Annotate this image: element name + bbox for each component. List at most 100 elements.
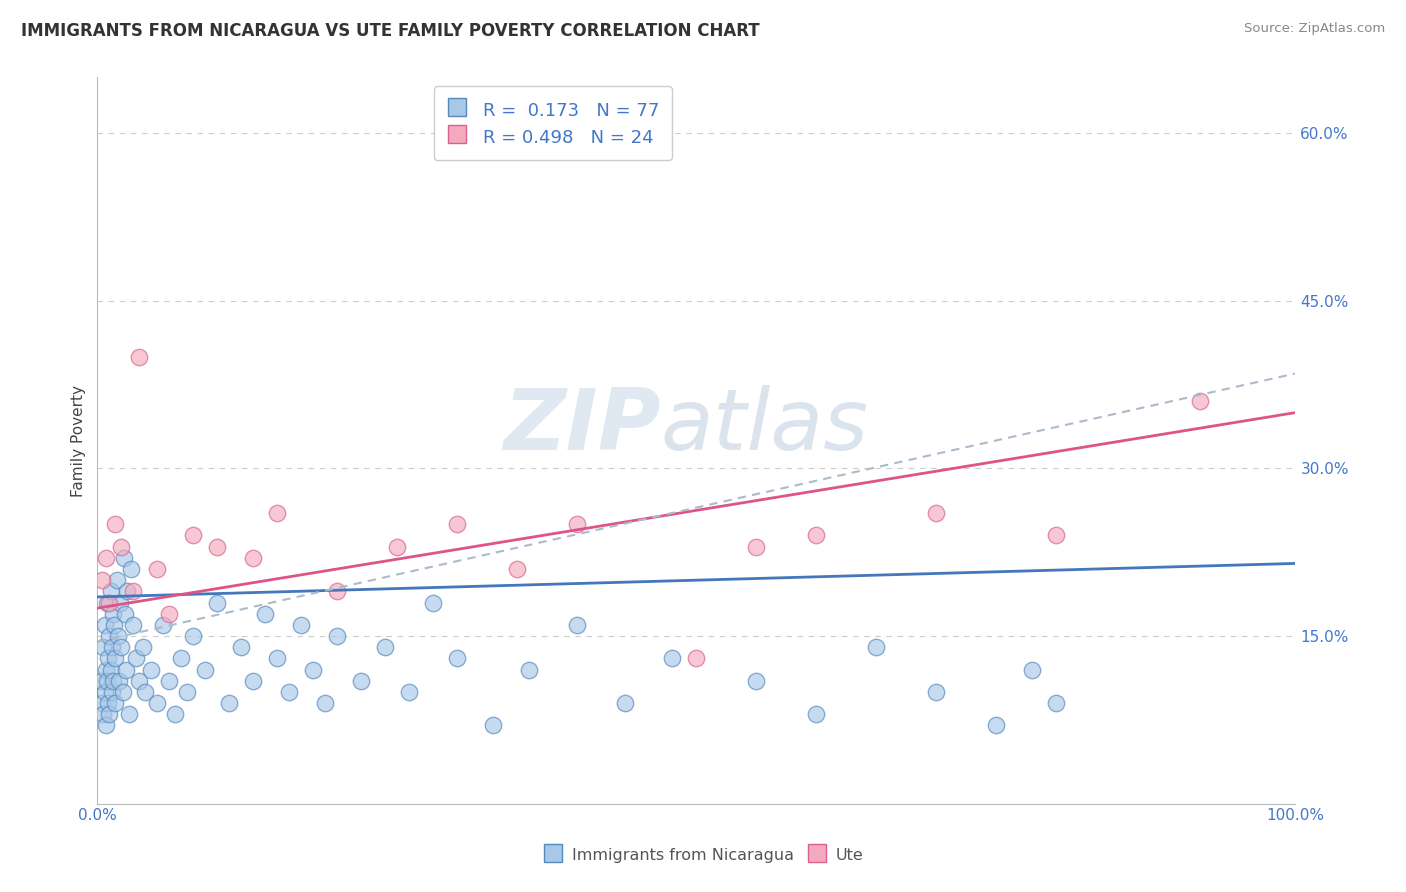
Point — [94, 718, 117, 732]
Point — [242, 673, 264, 688]
Point — [254, 607, 277, 621]
Text: atlas: atlas — [661, 384, 869, 467]
Point — [114, 607, 136, 621]
Text: IMMIGRANTS FROM NICARAGUA VS UTE FAMILY POVERTY CORRELATION CHART: IMMIGRANTS FROM NICARAGUA VS UTE FAMILY … — [21, 22, 759, 40]
Point — [745, 673, 768, 688]
Point — [374, 640, 396, 655]
Point — [101, 607, 124, 621]
Point — [100, 663, 122, 677]
Point — [661, 651, 683, 665]
Point — [925, 685, 948, 699]
Point — [865, 640, 887, 655]
Point — [385, 540, 408, 554]
Point — [91, 573, 114, 587]
Point — [194, 663, 217, 677]
Point — [481, 718, 503, 732]
Point — [122, 584, 145, 599]
Point — [104, 651, 127, 665]
Point — [90, 673, 112, 688]
Point — [170, 651, 193, 665]
Point — [134, 685, 156, 699]
Point — [93, 685, 115, 699]
Point — [97, 696, 120, 710]
Point — [685, 651, 707, 665]
Point — [132, 640, 155, 655]
Point — [103, 618, 125, 632]
Point — [176, 685, 198, 699]
Point — [120, 562, 142, 576]
Point — [505, 562, 527, 576]
Point — [157, 673, 180, 688]
Point — [229, 640, 252, 655]
Point — [117, 707, 139, 722]
Point — [205, 540, 228, 554]
Legend: R =  0.173   N = 77, R = 0.498   N = 24: R = 0.173 N = 77, R = 0.498 N = 24 — [433, 87, 672, 160]
Point — [117, 584, 139, 599]
Point — [141, 663, 163, 677]
Point — [157, 607, 180, 621]
Point — [100, 640, 122, 655]
Point — [110, 640, 132, 655]
Point — [242, 550, 264, 565]
Point — [925, 506, 948, 520]
Point — [96, 595, 118, 609]
Y-axis label: Family Poverty: Family Poverty — [72, 384, 86, 497]
Point — [806, 528, 828, 542]
Point — [1021, 663, 1043, 677]
Point — [100, 685, 122, 699]
Text: ZIP: ZIP — [503, 384, 661, 467]
Point — [98, 595, 121, 609]
Point — [115, 663, 138, 677]
Point — [112, 550, 135, 565]
Point — [93, 640, 115, 655]
Point — [110, 540, 132, 554]
Point — [613, 696, 636, 710]
Point — [446, 651, 468, 665]
Point — [146, 562, 169, 576]
Point — [101, 673, 124, 688]
Point — [266, 506, 288, 520]
Point — [565, 618, 588, 632]
Point — [104, 696, 127, 710]
Point — [107, 629, 129, 643]
Point — [181, 629, 204, 643]
Point — [350, 673, 373, 688]
Point — [91, 696, 114, 710]
Point — [128, 673, 150, 688]
Point — [745, 540, 768, 554]
Point — [218, 696, 240, 710]
Point — [806, 707, 828, 722]
Point — [128, 350, 150, 364]
Point — [111, 685, 134, 699]
Point — [105, 573, 128, 587]
Point — [422, 595, 444, 609]
Point — [146, 696, 169, 710]
Point — [104, 517, 127, 532]
Point — [302, 663, 325, 677]
Point — [93, 618, 115, 632]
Point — [96, 673, 118, 688]
Point — [314, 696, 336, 710]
Point — [205, 595, 228, 609]
Point — [290, 618, 312, 632]
Point — [398, 685, 420, 699]
Point — [93, 707, 115, 722]
Point — [100, 584, 122, 599]
Point — [446, 517, 468, 532]
Point — [125, 651, 148, 665]
Point — [94, 550, 117, 565]
Point — [984, 718, 1007, 732]
Point — [266, 651, 288, 665]
Point — [94, 663, 117, 677]
Point — [152, 618, 174, 632]
Point — [97, 651, 120, 665]
Text: Source: ZipAtlas.com: Source: ZipAtlas.com — [1244, 22, 1385, 36]
Point — [181, 528, 204, 542]
Point — [517, 663, 540, 677]
Point — [278, 685, 301, 699]
Point — [1045, 528, 1067, 542]
Point — [326, 584, 349, 599]
Point — [98, 629, 121, 643]
Point — [565, 517, 588, 532]
Point — [1045, 696, 1067, 710]
